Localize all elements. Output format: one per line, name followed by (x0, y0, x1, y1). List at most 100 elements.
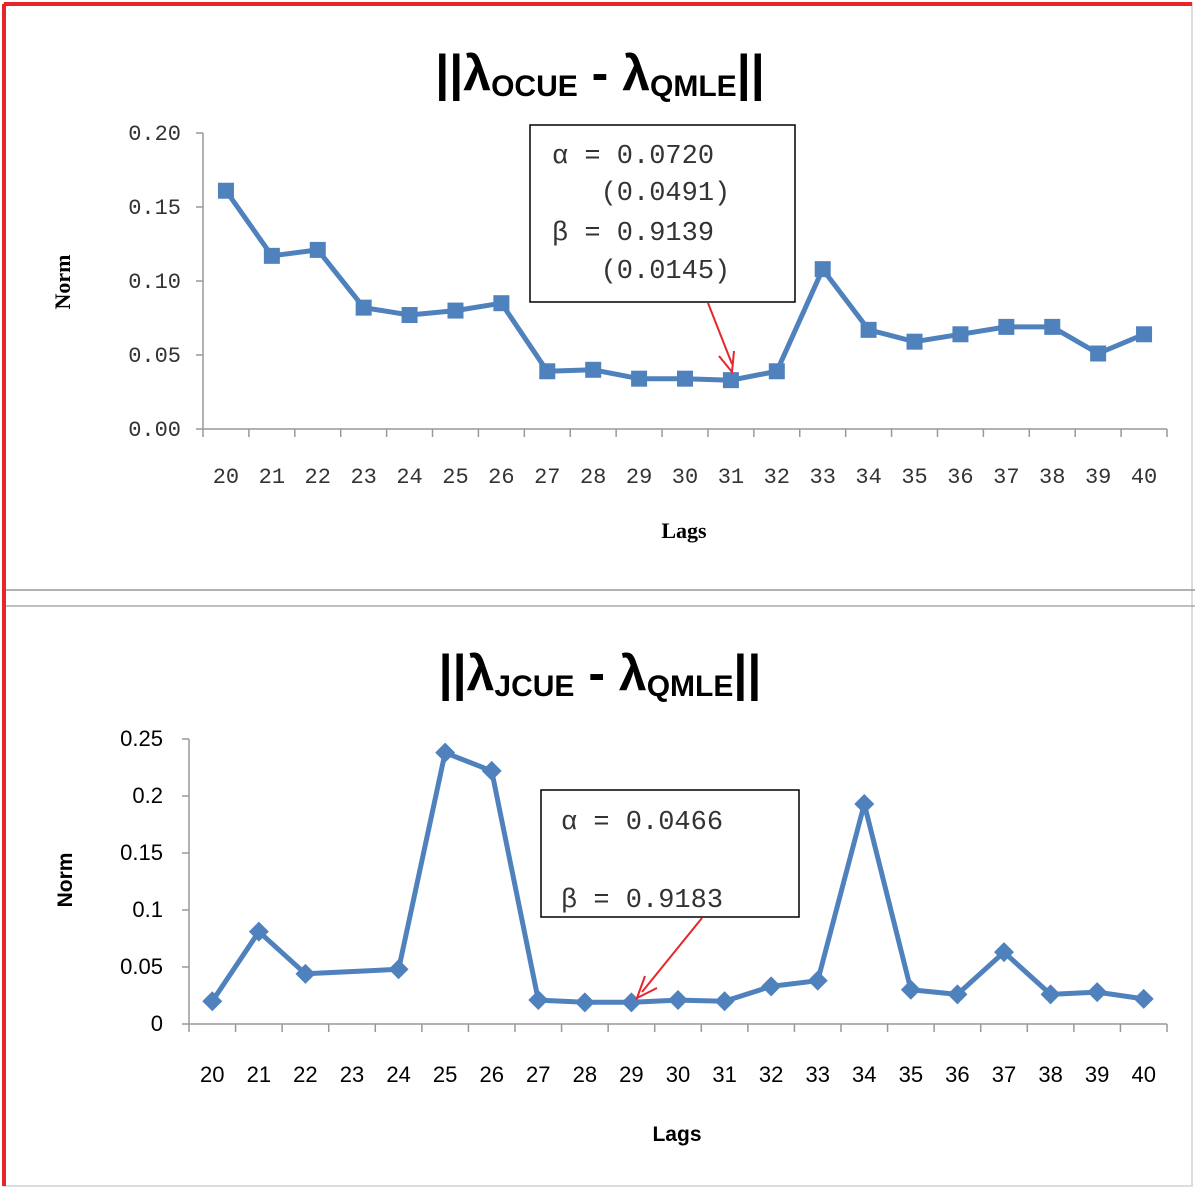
data-point-marker (263, 247, 280, 264)
annotation-frame (540, 789, 800, 918)
y-tick-label: 0.1 (132, 897, 163, 922)
data-point-marker (714, 991, 735, 1012)
data-point-marker (906, 333, 923, 350)
annotation-alpha: α = 0.0466 (561, 808, 723, 838)
x-tick-label: 20 (213, 465, 239, 490)
x-tick-label: 32 (759, 1062, 783, 1087)
data-point-marker (1133, 988, 1154, 1009)
x-tick-label: 25 (433, 1062, 457, 1087)
x-tick-label: 34 (855, 465, 881, 490)
title-sub-qmle: QMLE (650, 70, 737, 103)
series-path (210, 750, 1145, 1005)
data-point-marker (309, 241, 326, 258)
data-point-marker (585, 361, 602, 378)
x-tick-label: 33 (805, 1062, 829, 1087)
data-point-marker (722, 372, 739, 389)
chart-jcue: ||λJCUE - λQMLE|| 0 0.05 0.1 0.15 0.2 0.25 20 2… (54, 645, 1168, 1146)
title-part-mid: - λ (578, 45, 650, 101)
data-point-marker (481, 760, 502, 781)
y-tick-label: 0.2 (132, 783, 163, 808)
data-point-marker (768, 363, 785, 380)
title-sub-qmle: QMLE (647, 670, 734, 703)
chart-title: ||λJCUE - λQMLE|| (439, 645, 762, 703)
x-tick-label: 33 (810, 465, 836, 490)
axes: 0 0.05 0.1 0.15 0.2 0.25 20 21 22 23 24 25 26 27 28 29 3… (120, 726, 1168, 1087)
x-tick-label: 29 (619, 1062, 643, 1087)
data-point-marker (900, 979, 921, 1000)
x-tick-label: 22 (305, 465, 331, 490)
annotation-arrow (635, 917, 703, 1001)
x-tick-label: 38 (1038, 1062, 1062, 1087)
data-point-marker (860, 321, 877, 338)
annotation-box: α = 0.0466 β = 0.9183 (540, 789, 800, 918)
data-point-marker (854, 793, 875, 814)
x-tick-label: 40 (1131, 1062, 1155, 1087)
data-point-marker (401, 307, 418, 324)
title-part-close: || (733, 645, 761, 702)
data-point-marker (493, 295, 510, 312)
annotation-frame (529, 124, 796, 303)
x-tick-label: 31 (718, 465, 744, 490)
x-tick-label: 30 (672, 465, 698, 490)
data-point-marker (761, 976, 782, 997)
data-point-marker (355, 299, 372, 316)
x-axis-label: Lags (652, 1123, 701, 1146)
annotation-alpha-se: (0.0491) (552, 179, 730, 209)
x-tick-label: 37 (993, 465, 1019, 490)
title-part-open: ||λ (439, 645, 495, 702)
x-tick-label: 40 (1131, 465, 1157, 490)
data-point-marker (1040, 984, 1061, 1005)
x-tick-label: 27 (526, 1062, 550, 1087)
x-tick-label: 29 (626, 465, 652, 490)
x-tick-label: 39 (1085, 465, 1111, 490)
title-sub-ocue: OCUE (491, 70, 578, 103)
data-point-marker (528, 990, 549, 1011)
title-part-open: ||λ (435, 45, 491, 102)
y-tick-label: 0.10 (128, 270, 181, 295)
x-tick-label: 28 (580, 465, 606, 490)
data-point-marker (539, 363, 556, 380)
annotation-box: α = 0.0720 (0.0491) β = 0.9139 (0.0145) (529, 124, 796, 303)
data-point-marker (994, 942, 1014, 963)
data-point-marker (1044, 318, 1061, 335)
data-point-marker (677, 370, 693, 387)
x-tick-label: 21 (247, 1062, 271, 1087)
x-tick-label: 30 (666, 1062, 690, 1087)
annotation-beta-se: (0.0145) (552, 257, 730, 287)
data-point-marker (295, 963, 316, 984)
data-point-marker (388, 959, 409, 980)
x-tick-label: 24 (396, 465, 422, 490)
title-sub-jcue: JCUE (494, 670, 574, 703)
x-tick-label: 31 (712, 1062, 736, 1087)
x-tick-label: 22 (293, 1062, 317, 1087)
x-tick-label: 24 (386, 1062, 410, 1087)
y-tick-label: 0 (151, 1011, 163, 1036)
x-tick-label: 36 (947, 465, 973, 490)
y-tick-label: 0.15 (128, 196, 181, 221)
y-tick-label: 0.15 (120, 840, 163, 865)
annotation-beta: β = 0.9139 (552, 219, 714, 249)
data-point-marker (952, 326, 969, 343)
y-tick-label: 0.05 (128, 344, 181, 369)
data-point-marker (1087, 982, 1108, 1003)
x-tick-label: 35 (899, 1062, 923, 1087)
data-point-marker (814, 261, 831, 278)
chart-ocue: ||λOCUE - λQMLE|| 0.00 0.05 0.10 0.15 0.20 20… (50, 45, 1168, 543)
annotation-beta: β = 0.9183 (561, 886, 723, 916)
x-tick-label: 36 (945, 1062, 969, 1087)
x-tick-label: 23 (350, 465, 376, 490)
data-point-marker (807, 970, 828, 991)
y-tick-label: 0.25 (120, 726, 163, 751)
x-tick-label: 21 (259, 465, 285, 490)
x-tick-label: 25 (442, 465, 468, 490)
x-tick-label: 32 (764, 465, 790, 490)
x-tick-label: 38 (1039, 465, 1065, 490)
series-line (202, 742, 1154, 1013)
y-axis-label: Norm (54, 853, 77, 908)
data-point-marker (947, 984, 968, 1005)
x-axis-label: Lags (661, 518, 707, 543)
title-part-mid: - λ (574, 645, 646, 701)
annotation-arrow (707, 302, 735, 375)
